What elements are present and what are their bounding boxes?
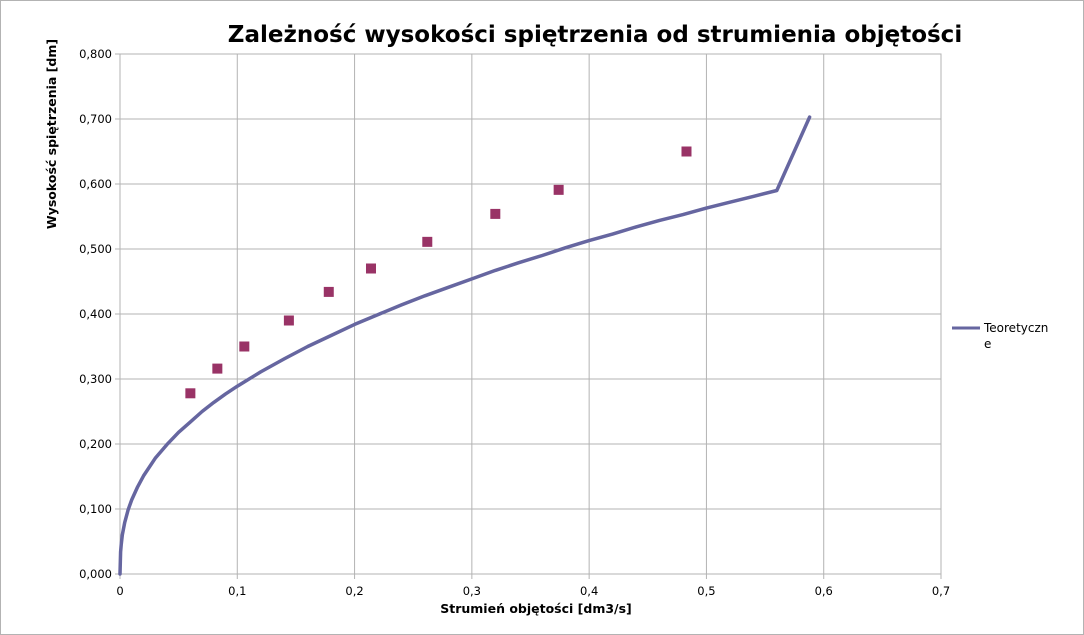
y-tick-label: 0,400 xyxy=(79,307,112,321)
data-point-marker xyxy=(212,363,223,374)
y-tick-label: 0,700 xyxy=(79,112,112,126)
x-tick-label: 0,4 xyxy=(580,584,598,598)
x-tick-label: 0,3 xyxy=(463,584,481,598)
legend: Teoretyczn e xyxy=(952,321,1048,351)
plot-area: 0,0000,1000,2000,3000,4000,5000,6000,700… xyxy=(79,47,950,598)
data-point-marker xyxy=(239,341,250,352)
data-point-marker xyxy=(553,184,564,195)
x-tick-label: 0 xyxy=(116,584,123,598)
series-line-teoretyczne xyxy=(118,115,812,576)
y-tick-label: 0,000 xyxy=(79,567,112,581)
data-point-marker xyxy=(681,146,692,157)
data-point-marker xyxy=(365,263,376,274)
legend-entry-teoretyczne: Teoretyczn e xyxy=(983,321,1048,351)
data-point-marker xyxy=(490,208,501,219)
x-tick-label: 0,1 xyxy=(228,584,246,598)
x-tick-label: 0,6 xyxy=(815,584,833,598)
y-tick-label: 0,200 xyxy=(79,437,112,451)
x-tick-label: 0,5 xyxy=(697,584,715,598)
y-tick-label: 0,500 xyxy=(79,242,112,256)
y-tick-label: 0,600 xyxy=(79,177,112,191)
data-point-marker xyxy=(323,286,334,297)
chart-title: Zależność wysokości spiętrzenia od strum… xyxy=(228,22,962,48)
x-tick-label: 0,7 xyxy=(932,584,950,598)
data-point-marker xyxy=(422,236,433,247)
data-point-marker xyxy=(185,388,196,399)
x-tick-label: 0,2 xyxy=(345,584,363,598)
y-tick-label: 0,300 xyxy=(79,372,112,386)
data-point-marker xyxy=(283,315,294,326)
x-axis-label: Strumień objętości [dm3/s] xyxy=(440,601,632,616)
y-tick-label: 0,100 xyxy=(79,502,112,516)
y-tick-label: 0,800 xyxy=(79,47,112,61)
y-axis-label: Wysokość spiętrzenia [dm] xyxy=(44,39,59,229)
